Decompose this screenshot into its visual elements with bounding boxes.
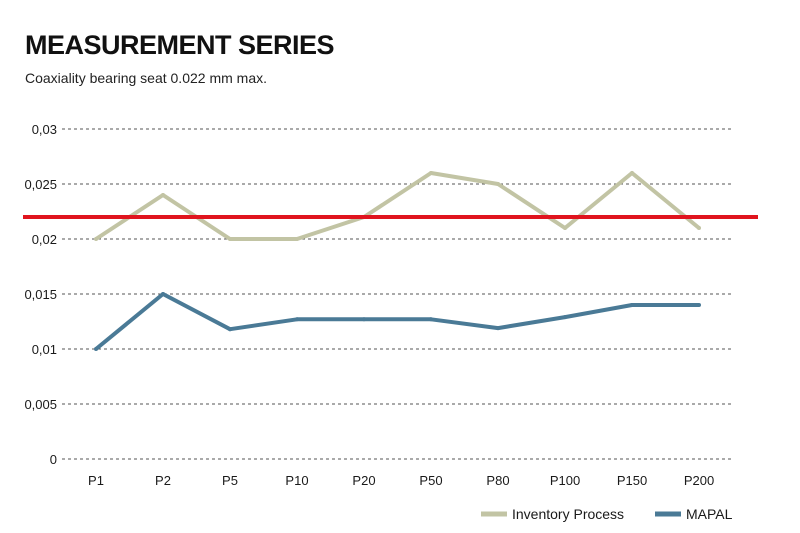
data-point	[563, 315, 567, 320]
x-tick-label: P150	[617, 473, 647, 488]
data-point	[161, 193, 165, 197]
x-tick-label: P200	[684, 473, 714, 488]
series-group	[23, 171, 758, 351]
data-point	[630, 303, 634, 307]
chart-subtitle: Coaxiality bearing seat 0.022 mm max.	[25, 70, 267, 86]
data-point	[563, 226, 567, 230]
legend: Inventory Process MAPAL	[481, 506, 733, 522]
data-point	[295, 237, 299, 241]
data-point	[94, 347, 98, 351]
data-point	[630, 171, 634, 175]
data-point	[228, 237, 232, 241]
y-tick-label: 0,02	[32, 232, 57, 247]
data-point	[496, 326, 500, 331]
data-point	[161, 292, 165, 296]
x-tick-label: P1	[88, 473, 104, 488]
data-point	[429, 171, 433, 175]
data-point	[429, 317, 433, 322]
y-tick-label: 0	[50, 452, 57, 467]
x-tick-label: P80	[486, 473, 509, 488]
data-point	[697, 303, 701, 307]
x-tick-label: P50	[419, 473, 442, 488]
x-axis-ticks: P1 P2 P5 P10 P20 P50 P80 P100 P150 P200	[88, 473, 714, 488]
x-tick-label: P5	[222, 473, 238, 488]
legend-label: MAPAL	[686, 506, 733, 522]
data-point	[94, 237, 98, 241]
series-line-mapal	[94, 292, 699, 351]
data-point	[295, 317, 299, 322]
y-tick-label: 0,03	[32, 122, 57, 137]
series-line-inventory-process	[94, 171, 701, 241]
legend-label: Inventory Process	[512, 506, 624, 522]
x-tick-label: P20	[352, 473, 375, 488]
x-tick-label: P2	[155, 473, 171, 488]
y-tick-label: 0,015	[24, 287, 57, 302]
y-tick-label: 0,01	[32, 342, 57, 357]
y-axis-ticks: 0 0,005 0,01 0,015 0,02 0,025 0,03	[24, 122, 57, 467]
data-point	[362, 317, 366, 322]
x-tick-label: P100	[550, 473, 580, 488]
chart-title: MEASUREMENT SERIES	[25, 30, 335, 60]
x-tick-label: P10	[285, 473, 308, 488]
y-tick-label: 0,025	[24, 177, 57, 192]
data-point	[697, 226, 701, 230]
y-tick-label: 0,005	[24, 397, 57, 412]
data-point	[496, 182, 500, 186]
data-point	[228, 327, 232, 332]
